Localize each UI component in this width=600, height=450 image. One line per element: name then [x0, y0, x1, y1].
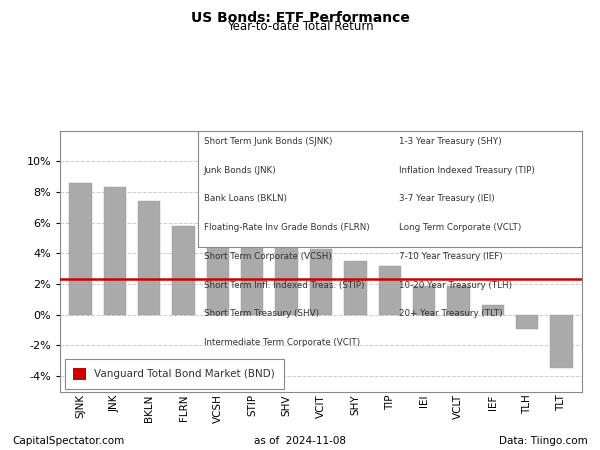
Text: Junk Bonds (JNK): Junk Bonds (JNK) — [203, 166, 277, 175]
Bar — [516, 315, 538, 329]
Bar — [482, 305, 504, 315]
Bar — [172, 226, 195, 315]
Text: 20+ Year Treasury (TLT): 20+ Year Treasury (TLT) — [400, 309, 503, 318]
Bar — [70, 183, 92, 315]
Text: Short Term Treasury (SHV): Short Term Treasury (SHV) — [203, 309, 319, 318]
Bar — [138, 201, 160, 315]
Bar — [104, 187, 126, 315]
Bar — [199, 130, 582, 247]
Text: Vanguard Total Bond Market (BND): Vanguard Total Bond Market (BND) — [94, 369, 275, 379]
Text: Bank Loans (BKLN): Bank Loans (BKLN) — [203, 194, 287, 203]
Bar — [65, 359, 284, 389]
Text: CapitalSpectator.com: CapitalSpectator.com — [12, 436, 124, 446]
Text: Inflation Indexed Treasury (TIP): Inflation Indexed Treasury (TIP) — [400, 166, 535, 175]
Text: Short Term Infl. Indexed Treas. (STIP): Short Term Infl. Indexed Treas. (STIP) — [203, 281, 364, 290]
Text: Year-to-date Total Return: Year-to-date Total Return — [227, 20, 373, 33]
Text: 7-10 Year Treasury (IEF): 7-10 Year Treasury (IEF) — [400, 252, 503, 261]
Text: Intermediate Term Corporate (VCIT): Intermediate Term Corporate (VCIT) — [203, 338, 360, 347]
Text: as of  2024-11-08: as of 2024-11-08 — [254, 436, 346, 446]
Bar — [310, 249, 332, 315]
Bar — [447, 286, 470, 315]
Text: Long Term Corporate (VCLT): Long Term Corporate (VCLT) — [400, 223, 521, 232]
Bar — [379, 266, 401, 315]
Bar — [73, 368, 86, 380]
Text: 1-3 Year Treasury (SHY): 1-3 Year Treasury (SHY) — [400, 137, 502, 146]
Text: Short Term Corporate (VCSH): Short Term Corporate (VCSH) — [203, 252, 331, 261]
Text: Floating-Rate Inv Grade Bonds (FLRN): Floating-Rate Inv Grade Bonds (FLRN) — [203, 223, 370, 232]
Bar — [241, 241, 263, 315]
Text: US Bonds: ETF Performance: US Bonds: ETF Performance — [191, 11, 409, 25]
Bar — [344, 261, 367, 315]
Bar — [413, 286, 435, 315]
Bar — [275, 244, 298, 315]
Bar — [550, 315, 572, 369]
Bar — [207, 241, 229, 315]
Text: Short Term Junk Bonds (SJNK): Short Term Junk Bonds (SJNK) — [203, 137, 332, 146]
Text: 3-7 Year Treasury (IEI): 3-7 Year Treasury (IEI) — [400, 194, 495, 203]
Text: 10-20 Year Treasury (TLH): 10-20 Year Treasury (TLH) — [400, 281, 512, 290]
Text: Data: Tiingo.com: Data: Tiingo.com — [499, 436, 588, 446]
